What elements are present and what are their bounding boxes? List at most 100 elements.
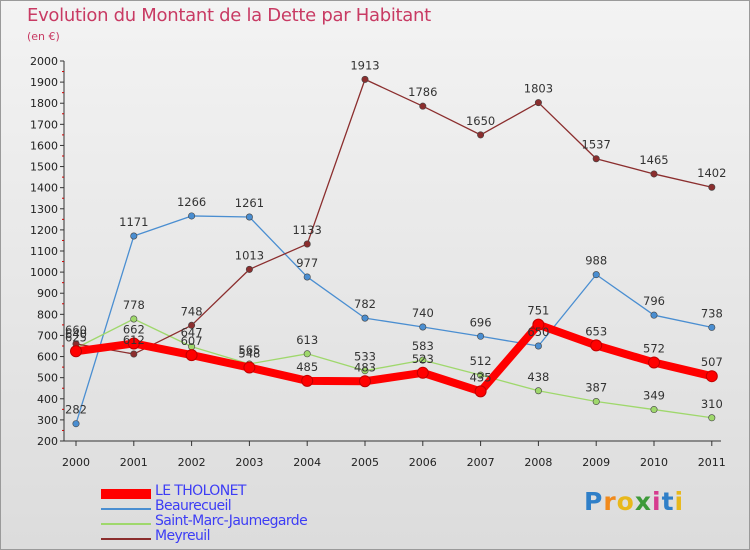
data-label: 977 [296, 256, 318, 270]
data-point [592, 398, 600, 406]
data-point [708, 323, 716, 331]
proxiti-logo: Proxiti [584, 487, 684, 516]
y-tick-label: 500 [37, 372, 58, 385]
data-label: 738 [701, 306, 723, 320]
y-tick-label: 800 [37, 308, 58, 321]
x-tick-label: 2003 [235, 456, 263, 469]
logo-letter: t [661, 487, 675, 516]
data-label: 1786 [408, 85, 437, 99]
data-label: 653 [585, 324, 607, 338]
data-label: 1133 [293, 223, 322, 237]
data-label: 612 [123, 333, 145, 347]
data-point [301, 374, 314, 387]
series-line-le-tholonet [72, 320, 716, 396]
legend-swatch [101, 488, 151, 499]
y-tick-label: 2000 [30, 55, 58, 68]
y-tick-label: 1600 [30, 139, 58, 152]
data-point [650, 406, 658, 414]
x-tick-label: 2011 [698, 456, 726, 469]
data-label: 565 [238, 343, 260, 357]
data-point [708, 183, 716, 191]
data-point [648, 356, 660, 369]
data-point [419, 356, 427, 364]
data-point [592, 155, 600, 163]
data-point [534, 342, 542, 350]
data-label: 310 [701, 397, 723, 411]
x-tick-label: 2005 [351, 456, 379, 469]
x-tick-label: 2002 [178, 456, 206, 469]
data-label: 1650 [466, 114, 495, 128]
data-point [130, 232, 138, 240]
x-tick-label: 2009 [582, 456, 610, 469]
data-label: 650 [527, 325, 549, 339]
legend-swatch [101, 522, 151, 525]
x-tick-label: 2001 [120, 456, 148, 469]
data-label: 613 [296, 333, 318, 347]
data-point [419, 102, 427, 110]
data-label: 387 [585, 381, 607, 395]
x-tick-label: 2007 [467, 456, 495, 469]
data-label: 583 [412, 339, 434, 353]
data-point [130, 315, 138, 323]
data-point [70, 345, 82, 358]
logo-letter: r [603, 487, 617, 516]
data-point [359, 375, 371, 388]
data-label: 748 [181, 304, 203, 318]
data-label: 647 [181, 326, 203, 340]
y-tick-label: 1400 [30, 182, 58, 195]
data-label: 625 [65, 330, 87, 344]
chart-title: Evolution du Montant de la Dette par Hab… [27, 5, 431, 26]
data-point [534, 99, 542, 107]
y-tick-label: 1800 [30, 97, 58, 110]
data-point [130, 350, 138, 358]
data-label: 349 [643, 389, 665, 403]
data-label: 282 [65, 403, 87, 417]
chart-unit: (en €) [27, 30, 60, 43]
data-label: 512 [470, 354, 492, 368]
data-label: 1171 [119, 215, 148, 229]
data-point [592, 271, 600, 279]
data-point [650, 311, 658, 319]
data-point [361, 314, 369, 322]
data-point [416, 366, 429, 379]
data-label: 572 [643, 341, 665, 355]
y-tick-label: 1700 [30, 118, 58, 131]
data-point [590, 339, 603, 352]
data-point [243, 361, 256, 374]
series-line-saint-marc-jaumegarde [75, 318, 713, 419]
data-point [188, 321, 196, 329]
data-label: 988 [585, 254, 607, 268]
data-label: 796 [643, 294, 665, 308]
data-label: 662 [123, 322, 145, 336]
data-point [474, 385, 487, 398]
data-point [708, 414, 716, 422]
data-label: 523 [412, 352, 434, 366]
data-label: 640 [65, 327, 87, 341]
data-label: 1013 [235, 248, 264, 262]
data-point [361, 367, 369, 375]
data-point [303, 350, 311, 358]
data-point [477, 131, 485, 139]
data-label: 1803 [524, 82, 553, 96]
data-label: 507 [701, 355, 723, 369]
data-label: 1261 [235, 196, 264, 210]
data-label: 782 [354, 297, 376, 311]
data-label: 533 [354, 350, 376, 364]
y-tick-label: 1300 [30, 203, 58, 216]
y-tick-label: 400 [37, 393, 58, 406]
data-point [419, 323, 427, 331]
logo-letter: i [652, 487, 662, 516]
data-label: 1266 [177, 195, 206, 209]
y-tick-label: 700 [37, 329, 58, 342]
x-tick-label: 2008 [524, 456, 552, 469]
data-label: 660 [65, 323, 87, 337]
data-label: 607 [181, 334, 203, 348]
legend-label: LE THOLONET [155, 483, 246, 499]
data-label: 1913 [350, 58, 379, 72]
x-tick-label: 2010 [640, 456, 668, 469]
x-tick-label: 2006 [409, 456, 437, 469]
data-label: 751 [527, 304, 549, 318]
y-tick-label: 1000 [30, 266, 58, 279]
